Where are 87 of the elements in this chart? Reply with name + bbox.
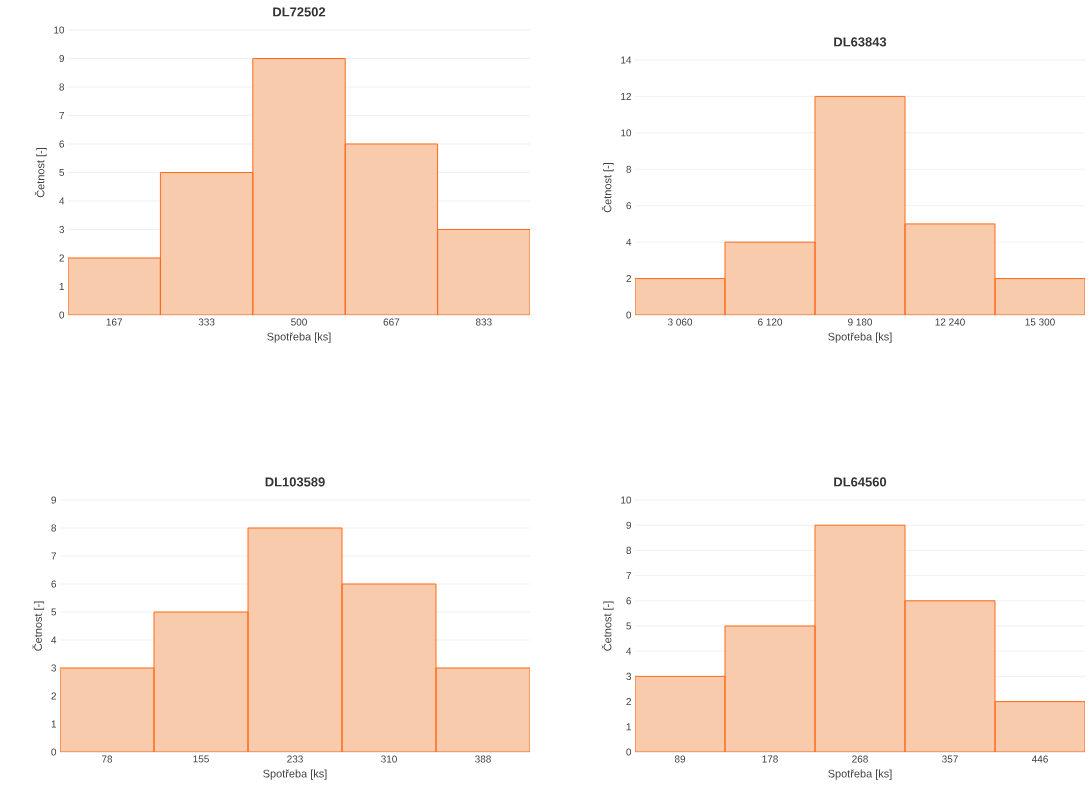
bar <box>635 675 726 752</box>
y-tick-label: 4 <box>59 197 65 205</box>
x-axis-title: Spotřeba [ks] <box>828 769 892 780</box>
y-tick-label: 2 <box>51 692 56 700</box>
y-tick-label: 12 <box>621 92 631 100</box>
y-tick-label: 2 <box>626 698 631 706</box>
bar <box>814 95 906 315</box>
bar <box>153 611 249 752</box>
x-axis-title: Spotřeba [ks] <box>267 332 331 343</box>
x-axis-title: Spotřeba [ks] <box>263 769 327 780</box>
y-tick-label: 3 <box>51 664 57 672</box>
x-tick-label: 167 <box>106 318 123 326</box>
x-tick-label: 155 <box>193 755 209 763</box>
y-tick-label: 8 <box>59 83 65 91</box>
y-tick-label: 7 <box>59 112 64 119</box>
y-axis-title: Četnost [-] <box>34 148 47 198</box>
y-tick-label: 5 <box>51 608 57 616</box>
x-tick-label: 388 <box>475 755 491 763</box>
x-tick-label: 9 180 <box>848 318 873 326</box>
bar <box>904 223 996 315</box>
y-tick-label: 3 <box>59 225 65 234</box>
bar <box>814 524 906 752</box>
y-tick-label: 1 <box>51 720 56 728</box>
y-tick-label: 9 <box>59 54 65 63</box>
y-tick-label: 7 <box>626 572 631 580</box>
x-tick-label: 333 <box>198 318 215 326</box>
x-tick-label: 178 <box>762 755 778 763</box>
x-tick-label: 6 120 <box>758 318 783 326</box>
y-tick-label: 8 <box>626 165 632 173</box>
y-tick-label: 2 <box>59 254 64 262</box>
y-tick-label: 0 <box>51 748 57 756</box>
y-tick-label: 10 <box>54 26 65 34</box>
x-tick-label: 3 060 <box>667 318 693 326</box>
y-tick-label: 6 <box>626 202 632 210</box>
y-tick-label: 5 <box>626 622 632 630</box>
x-tick-label: 89 <box>674 755 686 763</box>
x-tick-label: 15 300 <box>1025 318 1055 326</box>
y-tick-label: 8 <box>626 546 632 554</box>
y-tick-label: 1 <box>626 723 632 731</box>
bar <box>435 667 530 752</box>
y-tick-label: 9 <box>626 521 632 529</box>
bar <box>994 278 1086 315</box>
chart-title: DL63843 <box>834 37 887 47</box>
bar <box>724 241 816 315</box>
bar <box>904 600 996 752</box>
chart-title: DL103589 <box>265 477 325 487</box>
x-tick-label: 310 <box>381 755 397 763</box>
y-tick-label: 4 <box>51 636 57 644</box>
y-tick-label: 8 <box>51 524 57 532</box>
x-tick-label: 500 <box>291 318 307 326</box>
y-axis-title: Četnost [-] <box>601 163 614 213</box>
x-tick-label: 233 <box>287 755 303 763</box>
y-tick-label: 6 <box>51 580 57 588</box>
y-tick-label: 4 <box>626 238 632 246</box>
chart-title: DL72502 <box>273 7 326 17</box>
y-tick-label: 6 <box>626 597 632 605</box>
x-tick-label: 667 <box>383 318 400 326</box>
y-tick-label: 10 <box>621 496 632 504</box>
y-tick-label: 0 <box>626 311 632 319</box>
bar <box>60 667 155 752</box>
y-tick-label: 0 <box>626 748 632 756</box>
bar <box>247 527 343 752</box>
y-tick-label: 9 <box>51 496 57 504</box>
x-tick-label: 12 240 <box>935 318 965 326</box>
y-tick-label: 6 <box>59 140 65 148</box>
y-axis-title: Četnost [-] <box>601 601 614 651</box>
x-axis-title: Spotřeba [ks] <box>828 332 892 343</box>
x-tick-label: 446 <box>1031 755 1048 763</box>
y-tick-label: 1 <box>59 283 64 290</box>
y-tick-label: 10 <box>621 129 632 137</box>
chart-title: DL64560 <box>834 477 887 487</box>
x-tick-label: 357 <box>942 755 958 763</box>
bar <box>635 278 726 315</box>
y-axis-title: Četnost [-] <box>32 601 45 651</box>
y-tick-label: 4 <box>626 647 632 655</box>
y-tick-label: 2 <box>626 275 631 283</box>
y-tick-label: 3 <box>626 672 632 680</box>
x-tick-label: 78 <box>101 755 113 763</box>
y-tick-label: 7 <box>51 552 56 560</box>
y-tick-label: 14 <box>621 56 632 64</box>
x-tick-label: 833 <box>475 318 492 326</box>
bar <box>994 701 1086 752</box>
x-tick-label: 268 <box>852 755 868 763</box>
bar <box>724 625 816 752</box>
y-tick-label: 5 <box>59 169 65 176</box>
bar <box>341 583 437 752</box>
y-tick-label: 0 <box>59 311 65 319</box>
